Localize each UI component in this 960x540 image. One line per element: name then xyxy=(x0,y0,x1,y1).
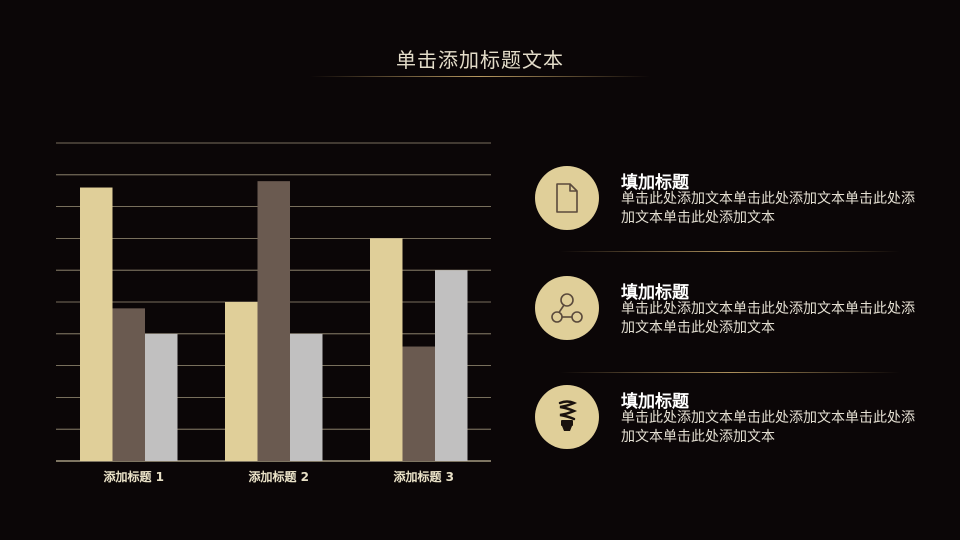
feature-item-2: 填加标题 单击此处添加文本单击此处添加文本单击此处添加文本单击此处添加文本 xyxy=(535,276,915,340)
title-divider xyxy=(310,76,650,77)
feature-body: 单击此处添加文本单击此处添加文本单击此处添加文本单击此处添加文本 xyxy=(621,191,915,226)
feature-item-1: 填加标题 单击此处添加文本单击此处添加文本单击此处添加文本单击此处添加文本 xyxy=(535,166,915,230)
bar-2-2 xyxy=(257,181,290,461)
bar-1-3 xyxy=(145,333,178,461)
feature-heading: 填加标题 xyxy=(621,283,689,303)
bar-1-2 xyxy=(112,308,145,461)
slide-title: 单击添加标题文本 xyxy=(396,48,564,72)
bar-3-3 xyxy=(435,270,468,461)
chart-category-labels: 添加标题 1 添加标题 2 添加标题 3 xyxy=(103,469,454,484)
feature-item-3: 填加标题 单击此处添加文本单击此处添加文本单击此处添加文本单击此处添加文本 xyxy=(535,385,915,449)
category-label: 添加标题 3 xyxy=(393,469,454,484)
bar-3-1 xyxy=(370,238,403,461)
chart-bars xyxy=(80,181,468,461)
bar-1-1 xyxy=(80,187,113,461)
bar-2-3 xyxy=(290,333,323,461)
feature-body: 单击此处添加文本单击此处添加文本单击此处添加文本单击此处添加文本 xyxy=(621,410,915,445)
category-label: 添加标题 1 xyxy=(103,469,164,484)
feature-body: 单击此处添加文本单击此处添加文本单击此处添加文本单击此处添加文本 xyxy=(621,301,915,336)
network-icon xyxy=(535,276,599,340)
document-icon xyxy=(535,166,599,230)
feature-divider xyxy=(560,251,900,252)
feature-divider xyxy=(560,372,900,373)
feature-heading: 填加标题 xyxy=(621,173,689,193)
category-label: 添加标题 2 xyxy=(248,469,309,484)
feature-heading: 填加标题 xyxy=(621,392,689,412)
bar-3-2 xyxy=(402,346,435,461)
bar-2-1 xyxy=(225,302,258,461)
lightbulb-icon xyxy=(535,385,599,449)
